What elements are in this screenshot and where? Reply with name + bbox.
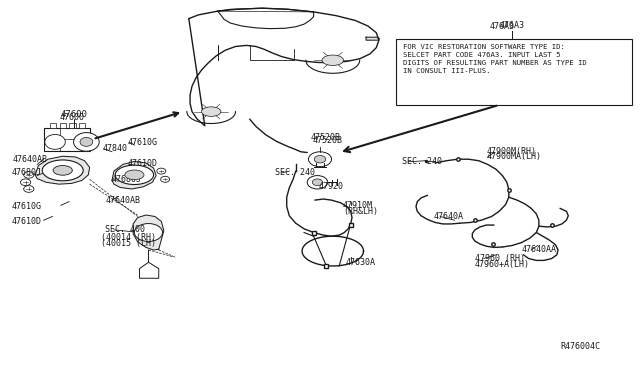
Text: 47920: 47920: [319, 182, 344, 191]
Text: SEC. 400: SEC. 400: [105, 225, 145, 234]
Ellipse shape: [134, 224, 163, 241]
FancyBboxPatch shape: [396, 39, 632, 105]
Ellipse shape: [314, 155, 326, 163]
Ellipse shape: [45, 134, 65, 149]
Text: 47900MA(LH): 47900MA(LH): [486, 153, 541, 161]
Ellipse shape: [53, 166, 72, 175]
Ellipse shape: [80, 137, 93, 146]
Text: 47680J: 47680J: [12, 169, 42, 177]
Bar: [79, 123, 85, 128]
Text: 47520B: 47520B: [312, 136, 342, 145]
Ellipse shape: [312, 179, 323, 186]
Text: 47640AB: 47640AB: [106, 196, 141, 205]
Text: (RH&LH): (RH&LH): [343, 207, 378, 216]
Text: 476A3: 476A3: [490, 22, 515, 31]
Polygon shape: [112, 161, 156, 189]
Bar: [60, 123, 66, 128]
Text: 47630A: 47630A: [346, 258, 376, 267]
Ellipse shape: [74, 132, 99, 151]
Text: 476A3: 476A3: [499, 21, 525, 30]
Text: 47600: 47600: [60, 110, 87, 119]
Text: 47610G: 47610G: [12, 202, 42, 211]
Text: 47680J: 47680J: [112, 175, 142, 184]
Text: 47610G: 47610G: [128, 138, 158, 147]
Text: 47600: 47600: [60, 113, 84, 122]
Polygon shape: [133, 215, 164, 250]
Text: 47640AB: 47640AB: [13, 155, 48, 164]
Ellipse shape: [24, 186, 34, 192]
Text: 47960 (RH): 47960 (RH): [475, 254, 525, 263]
Ellipse shape: [307, 176, 328, 189]
Text: R476004C: R476004C: [560, 342, 600, 351]
Text: 47910M: 47910M: [343, 201, 373, 210]
Polygon shape: [366, 37, 380, 40]
Bar: [50, 123, 56, 128]
Text: 47610D: 47610D: [128, 159, 158, 168]
Ellipse shape: [202, 107, 221, 116]
Ellipse shape: [157, 168, 166, 174]
Ellipse shape: [125, 170, 144, 180]
Text: 47900M(RH): 47900M(RH): [486, 147, 536, 156]
Text: 47520B: 47520B: [310, 133, 340, 142]
Text: (40014 (RH): (40014 (RH): [101, 233, 156, 242]
Ellipse shape: [322, 55, 344, 65]
Text: 47610D: 47610D: [12, 217, 42, 226]
Polygon shape: [35, 156, 90, 184]
Text: FOR VIC RESTORATION SOFTWARE TYPE ID:
SELCET PART CODE 476A3. INPUT LAST 5
DIGIT: FOR VIC RESTORATION SOFTWARE TYPE ID: SE…: [403, 44, 587, 74]
Text: SEC. 240: SEC. 240: [275, 169, 315, 177]
Text: 47960+A(LH): 47960+A(LH): [475, 260, 530, 269]
Text: 47640AA: 47640AA: [522, 245, 557, 254]
Ellipse shape: [115, 165, 154, 185]
Text: 47640A: 47640A: [434, 212, 464, 221]
Ellipse shape: [42, 160, 83, 181]
Ellipse shape: [20, 179, 31, 186]
Ellipse shape: [308, 152, 332, 167]
Ellipse shape: [24, 171, 34, 178]
Text: 47840: 47840: [102, 144, 127, 153]
Text: SEC. 240: SEC. 240: [402, 157, 442, 166]
Ellipse shape: [161, 176, 170, 182]
Bar: [69, 123, 76, 128]
Bar: [44, 128, 90, 151]
Text: (40015 (LH): (40015 (LH): [101, 239, 156, 248]
